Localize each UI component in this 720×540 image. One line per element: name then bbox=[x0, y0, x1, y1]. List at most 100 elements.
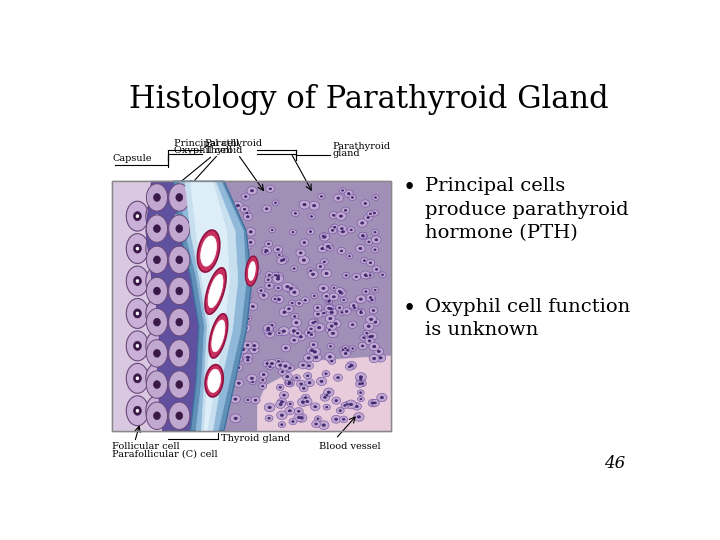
Polygon shape bbox=[359, 379, 362, 381]
Polygon shape bbox=[367, 211, 374, 217]
Polygon shape bbox=[248, 261, 256, 280]
Polygon shape bbox=[319, 266, 322, 267]
Polygon shape bbox=[376, 354, 386, 362]
Polygon shape bbox=[241, 193, 250, 200]
Polygon shape bbox=[288, 382, 291, 384]
Polygon shape bbox=[168, 371, 190, 399]
Polygon shape bbox=[265, 282, 274, 289]
Polygon shape bbox=[369, 307, 378, 314]
Polygon shape bbox=[243, 213, 253, 221]
Polygon shape bbox=[363, 273, 370, 279]
Polygon shape bbox=[344, 401, 351, 407]
Polygon shape bbox=[273, 272, 284, 281]
Polygon shape bbox=[326, 305, 336, 313]
Polygon shape bbox=[282, 330, 285, 333]
Polygon shape bbox=[337, 376, 339, 379]
Polygon shape bbox=[324, 305, 334, 312]
Polygon shape bbox=[289, 403, 291, 404]
Polygon shape bbox=[294, 413, 304, 422]
Polygon shape bbox=[153, 225, 161, 232]
Polygon shape bbox=[265, 329, 275, 338]
Polygon shape bbox=[146, 402, 168, 429]
Polygon shape bbox=[333, 194, 343, 202]
Polygon shape bbox=[233, 315, 235, 318]
Polygon shape bbox=[277, 361, 279, 362]
Polygon shape bbox=[365, 337, 374, 345]
Polygon shape bbox=[153, 212, 161, 221]
Polygon shape bbox=[338, 307, 341, 309]
Polygon shape bbox=[289, 287, 292, 289]
Polygon shape bbox=[264, 276, 272, 283]
Polygon shape bbox=[357, 416, 361, 418]
Polygon shape bbox=[369, 318, 373, 321]
Polygon shape bbox=[285, 381, 293, 387]
Polygon shape bbox=[371, 400, 379, 407]
Polygon shape bbox=[372, 229, 379, 235]
Polygon shape bbox=[153, 309, 161, 318]
Polygon shape bbox=[330, 325, 333, 327]
Polygon shape bbox=[285, 407, 294, 415]
Polygon shape bbox=[341, 349, 351, 357]
Polygon shape bbox=[248, 318, 249, 320]
Polygon shape bbox=[259, 291, 269, 299]
Polygon shape bbox=[146, 308, 168, 336]
Polygon shape bbox=[361, 200, 370, 207]
Text: Thyroid: Thyroid bbox=[204, 146, 243, 156]
Polygon shape bbox=[233, 329, 236, 331]
Polygon shape bbox=[267, 279, 269, 281]
Polygon shape bbox=[146, 299, 168, 328]
Polygon shape bbox=[286, 379, 292, 385]
Polygon shape bbox=[309, 341, 318, 348]
Polygon shape bbox=[368, 241, 370, 243]
Polygon shape bbox=[337, 247, 346, 254]
Polygon shape bbox=[317, 313, 320, 315]
Polygon shape bbox=[280, 259, 283, 261]
Polygon shape bbox=[298, 255, 310, 265]
Polygon shape bbox=[295, 300, 303, 307]
Polygon shape bbox=[309, 201, 320, 210]
Polygon shape bbox=[228, 363, 231, 366]
Polygon shape bbox=[175, 247, 178, 250]
Polygon shape bbox=[327, 343, 334, 349]
Polygon shape bbox=[309, 319, 318, 327]
Polygon shape bbox=[332, 397, 341, 404]
Polygon shape bbox=[328, 329, 330, 330]
Polygon shape bbox=[267, 360, 277, 368]
Polygon shape bbox=[244, 327, 248, 329]
Polygon shape bbox=[229, 312, 239, 321]
Polygon shape bbox=[346, 400, 356, 409]
Polygon shape bbox=[377, 393, 387, 402]
Polygon shape bbox=[302, 397, 312, 406]
Polygon shape bbox=[356, 381, 364, 387]
Polygon shape bbox=[323, 242, 333, 251]
Polygon shape bbox=[166, 363, 188, 393]
Polygon shape bbox=[153, 287, 161, 295]
Polygon shape bbox=[318, 326, 321, 329]
Polygon shape bbox=[263, 326, 274, 334]
Polygon shape bbox=[329, 293, 338, 301]
Polygon shape bbox=[363, 337, 365, 339]
Polygon shape bbox=[350, 229, 352, 231]
Text: •: • bbox=[402, 177, 415, 199]
Polygon shape bbox=[312, 322, 315, 324]
Polygon shape bbox=[254, 399, 257, 401]
Polygon shape bbox=[197, 230, 220, 272]
Polygon shape bbox=[330, 319, 341, 328]
Polygon shape bbox=[176, 412, 183, 420]
Polygon shape bbox=[294, 213, 297, 214]
Polygon shape bbox=[325, 272, 328, 275]
Polygon shape bbox=[369, 354, 379, 363]
Polygon shape bbox=[240, 206, 249, 213]
Polygon shape bbox=[349, 346, 356, 351]
Polygon shape bbox=[307, 375, 309, 377]
Polygon shape bbox=[279, 364, 282, 366]
Polygon shape bbox=[365, 275, 367, 277]
Polygon shape bbox=[302, 401, 305, 403]
Polygon shape bbox=[272, 272, 279, 278]
Polygon shape bbox=[322, 424, 325, 426]
Polygon shape bbox=[146, 184, 168, 211]
Polygon shape bbox=[156, 280, 158, 282]
Polygon shape bbox=[374, 212, 376, 214]
Polygon shape bbox=[299, 361, 307, 369]
Polygon shape bbox=[302, 387, 305, 389]
